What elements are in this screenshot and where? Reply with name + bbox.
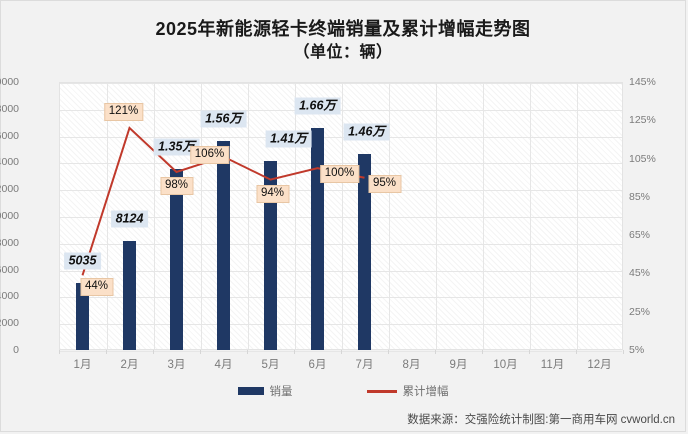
gridline-horizontal [60, 324, 622, 326]
x-axis-tick-label: 6月 [308, 359, 327, 371]
x-axis-tick-mark [576, 350, 577, 354]
bar-value-label: 1.35万 [153, 138, 200, 156]
bar-value-label: 1.56万 [200, 110, 247, 128]
chart-legend: 销量 累计增幅 [1, 383, 685, 399]
legend-label-cumulative-growth: 累计增幅 [402, 386, 449, 398]
y-axis-left-tick-label: 16000 [0, 129, 19, 142]
y-axis-left-tick-label: 8000 [0, 236, 19, 249]
x-axis-tick-label: 4月 [214, 359, 233, 371]
gridline-vertical [483, 83, 484, 349]
chart-title-main: 2025年新能源轻卡终端销量及累计增幅走势图 [155, 19, 531, 39]
x-axis-tick-label: 10月 [493, 359, 518, 371]
y-axis-left-tick-label: 0 [13, 344, 19, 356]
growth-percent-label: 98% [159, 176, 194, 195]
bar [217, 140, 230, 350]
bar [311, 127, 324, 350]
bar [123, 241, 136, 350]
y-axis-right-tick-label: 45% [629, 267, 651, 280]
y-axis-left-tick-label: 2000 [0, 317, 19, 330]
x-axis-tick-mark [294, 350, 295, 354]
chart-title-subtitle: （单位：辆） [293, 44, 393, 61]
y-axis-right-tick-label: 25% [629, 305, 651, 318]
bar [170, 169, 183, 350]
gridline-horizontal [60, 109, 622, 111]
y-axis-left-tick-label: 12000 [0, 183, 19, 196]
bar-value-label: 1.66万 [294, 97, 341, 115]
x-axis-tick-label: 2月 [120, 359, 139, 371]
gridline-vertical [530, 83, 531, 349]
x-axis-tick-mark [341, 350, 342, 354]
y-axis-right-tick-label: 105% [629, 152, 656, 165]
legend-item-cumulative-growth[interactable]: 累计增幅 [366, 383, 449, 399]
bar [76, 282, 89, 350]
chart-title: 2025年新能源轻卡终端销量及累计增幅走势图 （单位：辆） [1, 17, 685, 65]
x-axis-tick-label: 11月 [540, 359, 565, 371]
x-axis-tick-label: 7月 [355, 359, 374, 371]
gridline-horizontal [60, 270, 622, 272]
x-axis-tick-label: 12月 [587, 359, 612, 371]
legend-item-sales[interactable]: 销量 [237, 383, 293, 399]
gridline-horizontal [60, 190, 622, 192]
x-axis-tick-mark [623, 350, 624, 354]
growth-percent-label: 95% [367, 174, 402, 193]
x-axis-tick-mark [106, 350, 107, 354]
bar-value-label: 5035 [63, 252, 102, 270]
gridline-vertical [436, 83, 437, 349]
gridline-horizontal [60, 83, 622, 84]
gridline-horizontal [60, 297, 622, 299]
growth-percent-label: 44% [79, 278, 114, 297]
gridline-vertical [577, 83, 578, 349]
gridline-vertical [107, 83, 108, 349]
legend-bar-swatch-icon [237, 387, 264, 395]
bar-value-label: 8124 [110, 210, 149, 228]
x-axis-tick-mark [153, 350, 154, 354]
y-axis-left-tick-label: 10000 [0, 210, 19, 222]
x-axis-tick-mark [200, 350, 201, 354]
y-axis-left-tick-label: 14000 [0, 156, 19, 169]
growth-percent-label: 106% [189, 145, 230, 164]
x-axis-tick-mark [247, 350, 248, 354]
y-axis-right-tick-label: 125% [629, 114, 656, 127]
x-axis-tick-mark [388, 350, 389, 354]
y-axis-left-tick-label: 20000 [0, 76, 19, 88]
gridline-vertical [389, 83, 390, 349]
growth-percent-label: 94% [255, 184, 290, 203]
gridline-horizontal [60, 243, 622, 245]
x-axis-tick-label: 8月 [402, 359, 421, 371]
y-axis-right-tick-label: 85% [629, 190, 651, 203]
x-axis-tick-mark [482, 350, 483, 354]
y-axis-left-tick-label: 4000 [0, 290, 19, 303]
growth-percent-label: 121% [103, 102, 144, 121]
gridline-vertical [248, 83, 249, 349]
x-axis-tick-mark [435, 350, 436, 354]
legend-label-sales: 销量 [269, 386, 293, 398]
x-axis-tick-label: 3月 [167, 359, 186, 371]
legend-line-swatch-icon [366, 389, 397, 393]
y-axis-left-tick-label: 6000 [0, 263, 19, 276]
bar-value-label: 1.46万 [343, 123, 390, 141]
source-note: 数据来源：交强险统计制图:第一商用车网 cvworld.cn [407, 414, 675, 426]
x-axis-tick-mark [59, 350, 60, 354]
x-axis-tick-label: 1月 [73, 359, 92, 371]
y-axis-right-tick-label: 65% [629, 229, 651, 242]
gridline-horizontal [60, 136, 622, 138]
gridline-vertical [295, 83, 296, 349]
y-axis-left-tick-label: 18000 [0, 102, 19, 115]
y-axis-right-tick-label: 145% [629, 76, 656, 88]
growth-percent-label: 100% [319, 165, 360, 184]
y-axis-right-tick-label: 5% [629, 344, 645, 356]
x-axis-tick-mark [529, 350, 530, 354]
gridline-vertical [154, 83, 155, 349]
x-axis-tick-label: 5月 [261, 359, 280, 371]
bar-value-label: 1.41万 [265, 130, 312, 148]
x-axis-tick-label: 9月 [449, 359, 468, 371]
